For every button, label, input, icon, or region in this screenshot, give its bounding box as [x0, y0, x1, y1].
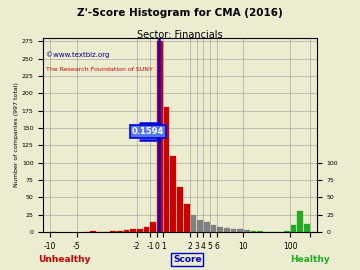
Bar	[257, 231, 263, 232]
Bar	[137, 230, 143, 232]
Bar	[264, 231, 270, 232]
Bar	[157, 41, 163, 232]
Text: Z'-Score Histogram for CMA (2016): Z'-Score Histogram for CMA (2016)	[77, 8, 283, 18]
Bar	[291, 225, 296, 232]
Bar	[150, 222, 156, 232]
Bar	[304, 224, 310, 232]
Text: ©www.textbiz.org: ©www.textbiz.org	[46, 51, 109, 58]
Bar	[90, 231, 96, 232]
Text: Sector: Financials: Sector: Financials	[137, 30, 223, 40]
Bar	[104, 231, 109, 232]
Bar	[244, 230, 249, 232]
Text: 0.1594: 0.1594	[132, 127, 164, 136]
Text: Score: Score	[173, 255, 202, 264]
Bar	[171, 156, 176, 232]
Bar	[84, 231, 89, 232]
Text: Unhealthy: Unhealthy	[39, 255, 91, 264]
Bar	[144, 227, 149, 232]
Bar	[164, 107, 170, 232]
Bar	[224, 228, 230, 232]
Bar	[197, 220, 203, 232]
Bar	[251, 231, 256, 232]
Bar	[130, 229, 136, 232]
Bar	[117, 231, 123, 232]
Bar	[204, 222, 210, 232]
Bar	[271, 231, 276, 232]
Bar	[284, 231, 289, 232]
Bar	[177, 187, 183, 232]
Bar	[124, 230, 130, 232]
Bar	[190, 215, 196, 232]
Bar	[184, 204, 189, 232]
Bar	[311, 231, 316, 232]
Bar	[211, 225, 216, 232]
Bar	[230, 229, 236, 232]
Text: Healthy: Healthy	[290, 255, 329, 264]
Bar	[50, 231, 56, 232]
Text: The Research Foundation of SUNY: The Research Foundation of SUNY	[46, 67, 153, 72]
Bar	[217, 227, 223, 232]
Bar	[237, 230, 243, 232]
Bar	[111, 231, 116, 232]
Bar	[297, 211, 303, 232]
Bar	[97, 231, 103, 232]
Bar	[277, 231, 283, 232]
Y-axis label: Number of companies (997 total): Number of companies (997 total)	[14, 83, 19, 187]
